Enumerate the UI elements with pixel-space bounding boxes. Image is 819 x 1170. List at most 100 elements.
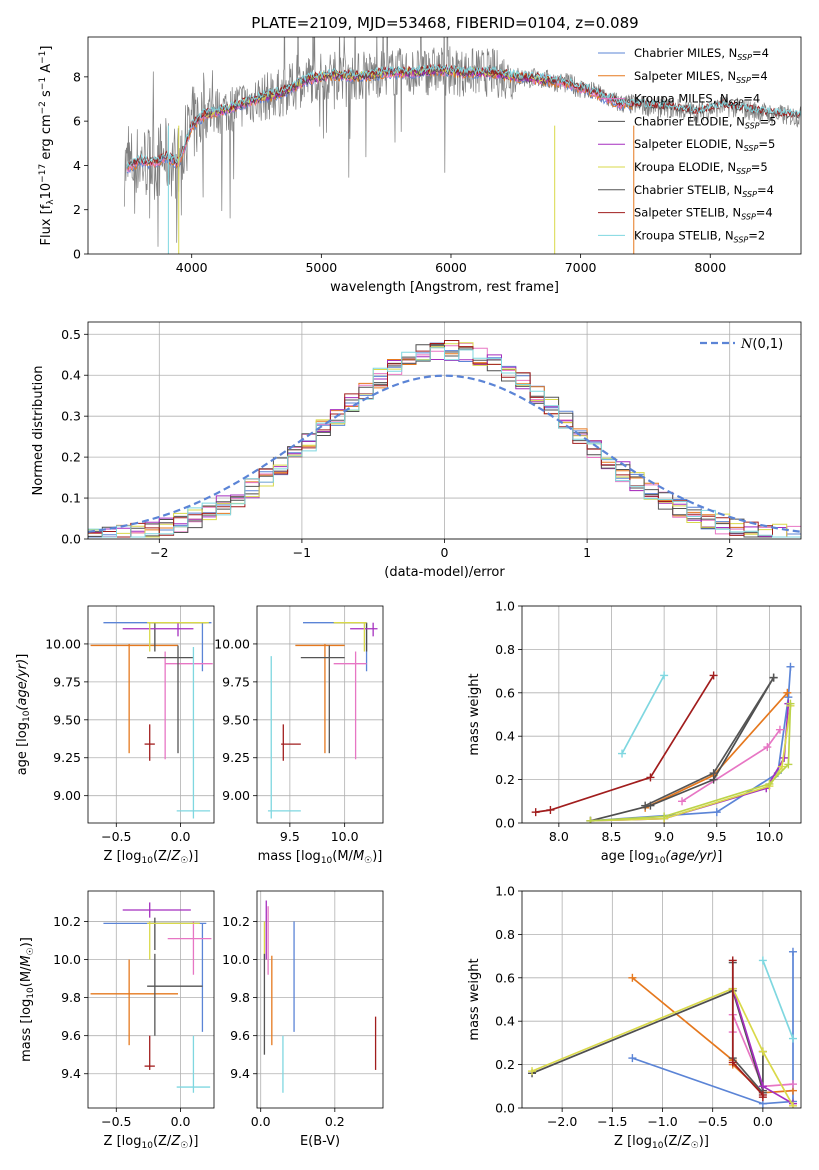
label-part: Salpeter MILES, (634, 69, 727, 83)
label-part: (M/ (332, 849, 353, 864)
y-tick-label: 10.2 (53, 914, 81, 929)
errorbar-chabrier_stelib (147, 953, 203, 1036)
label-part: A (39, 64, 54, 77)
label-part: SSP (729, 99, 744, 108)
label-part: SSP (734, 235, 749, 244)
series-line-chabrier_miles (632, 951, 794, 1105)
series-line-chabrier_elodie (531, 989, 764, 1091)
label-part: Flux [f (39, 204, 54, 245)
axes-frame (521, 605, 802, 824)
label-part: ] (717, 849, 722, 864)
label-part: )] (19, 937, 34, 947)
label-part: −17 (38, 164, 48, 183)
y-tick-label: 4 (73, 158, 81, 173)
y-tick-label: 9.00 (222, 788, 250, 803)
y-tick-label: 0.0 (61, 532, 81, 547)
label-part: Z [ (614, 1134, 632, 1149)
gridlines (88, 606, 214, 823)
label-part: E(B-V) (300, 1134, 340, 1149)
label-part: SSP (742, 190, 757, 199)
y-tick-label: 8 (73, 69, 81, 84)
errorbar-chabrier_elodie (333, 622, 368, 652)
plot-area (263, 900, 377, 1093)
label-part: log (634, 849, 654, 864)
x-axis-label: Z [log10(Z/Z☉)] (104, 849, 199, 866)
panel-age_vs_mass: 9.5 10.0 9.00 9.25 9.50 9.75 10.00 mass [log10(… (214, 605, 384, 866)
legend-label-kroupa_stelib: Kroupa STELIB, NSSP=2 (634, 228, 765, 244)
gridlines (257, 891, 383, 1108)
label-part: log (19, 999, 34, 1019)
label-part: =4 (756, 206, 773, 220)
label-part: Salpeter ELODIE, (634, 137, 735, 151)
label-part: )] (372, 849, 382, 864)
label-part: =5 (751, 160, 768, 174)
errorbar-kroupa_elodie (147, 622, 209, 652)
label-part: age [ (15, 742, 30, 775)
label-part: ☉ (180, 1141, 188, 1151)
legend-label-kroupa_miles: Kroupa MILES, NSSP=4 (634, 92, 760, 108)
panel-mass_vs_z: −0.5 0.09.49.69.810.010.2Z [log10(Z/Z☉)]m… (19, 890, 215, 1151)
label-part: 10 (654, 856, 666, 866)
x-axis-label: E(B-V) (300, 1134, 340, 1149)
axes-frame (87, 36, 802, 255)
label-part: =5 (758, 137, 775, 151)
axes-frame (521, 890, 802, 1109)
normal-curve (88, 374, 801, 533)
panel-weight_vs_age: 8.0 8.5 9.0 9.5 10.0 0.0 0.2 0.4 0.6 0.8 1.0 age [l… (467, 599, 802, 866)
y-axis-label: Normed distribution (31, 366, 46, 496)
label-part: ☉ (691, 1141, 699, 1151)
x-axis-label: (data-model)/error (384, 565, 505, 580)
gridlines (257, 606, 383, 823)
label-part: 10 (26, 987, 36, 999)
axes-frame (256, 605, 384, 824)
y-tick-label: 0.4 (495, 1014, 515, 1029)
errorbar-kroupa_elodie (333, 622, 367, 652)
x-tick-label: 6000 (435, 260, 467, 275)
y-axis-label: age [log10(age/yr)] (15, 654, 32, 776)
label-part: ☉ (26, 947, 36, 955)
y-axis-label: mass [log10(M/M☉)] (19, 937, 36, 1062)
label-part: log (122, 1134, 142, 1149)
y-tick-label: 10.2 (222, 914, 250, 929)
label-part: mass weight (467, 958, 482, 1040)
y-tick-label: 0.3 (61, 409, 81, 424)
x-tick-label: 8.0 (549, 829, 569, 844)
label-part: Z [ (104, 1134, 122, 1149)
errorbar-salpeter_stelib (144, 1035, 155, 1070)
x-tick-label: 8.5 (602, 829, 622, 844)
label-part: (Z/ (663, 1134, 682, 1149)
x-tick-label: 4000 (176, 260, 208, 275)
errorbar-chabrier_stelib (300, 645, 345, 754)
label-part: Z (170, 849, 181, 864)
axes-frame (87, 321, 802, 540)
plot-area (123, 37, 801, 254)
label-part: log (15, 722, 30, 742)
y-tick-label: 10.00 (214, 636, 250, 651)
x-tick-label: 10.0 (331, 829, 359, 844)
x-axis-label: mass [log10(M/M☉)] (258, 849, 383, 866)
label-part: N (727, 160, 736, 174)
legend-label-salpeter_stelib: Salpeter STELIB, NSSP=4 (634, 206, 773, 222)
label-part: M (353, 849, 364, 864)
label-part: N (736, 114, 745, 128)
label-part: Z (681, 1134, 692, 1149)
label-part: −2 (38, 101, 48, 114)
label-part: N (740, 337, 753, 352)
axes-frame (87, 890, 215, 1109)
errorbar-kroupa_miles (164, 651, 213, 760)
label-part: =4 (757, 183, 774, 197)
y-tick-label: 6 (73, 114, 81, 129)
x-tick-label: −2.0 (547, 1114, 577, 1129)
y-axis-label: mass weight (467, 958, 482, 1040)
panel-weight_vs_z: −2.0 −1.5 −1.0 −0.5 0.0 0.0 0.2 0.4 0.6 0.8 1.0 Z [… (467, 884, 802, 1151)
y-tick-label: 0.0 (495, 816, 515, 831)
label-part: SSP (745, 121, 760, 130)
plot-area (531, 662, 795, 823)
label-part: −1 (38, 51, 48, 64)
label-part: ☉ (180, 856, 188, 866)
y-tick-label: 0 (73, 247, 81, 262)
plot-area (267, 622, 378, 819)
label-part: 10 (142, 856, 154, 866)
label-part: ☉ (364, 856, 372, 866)
